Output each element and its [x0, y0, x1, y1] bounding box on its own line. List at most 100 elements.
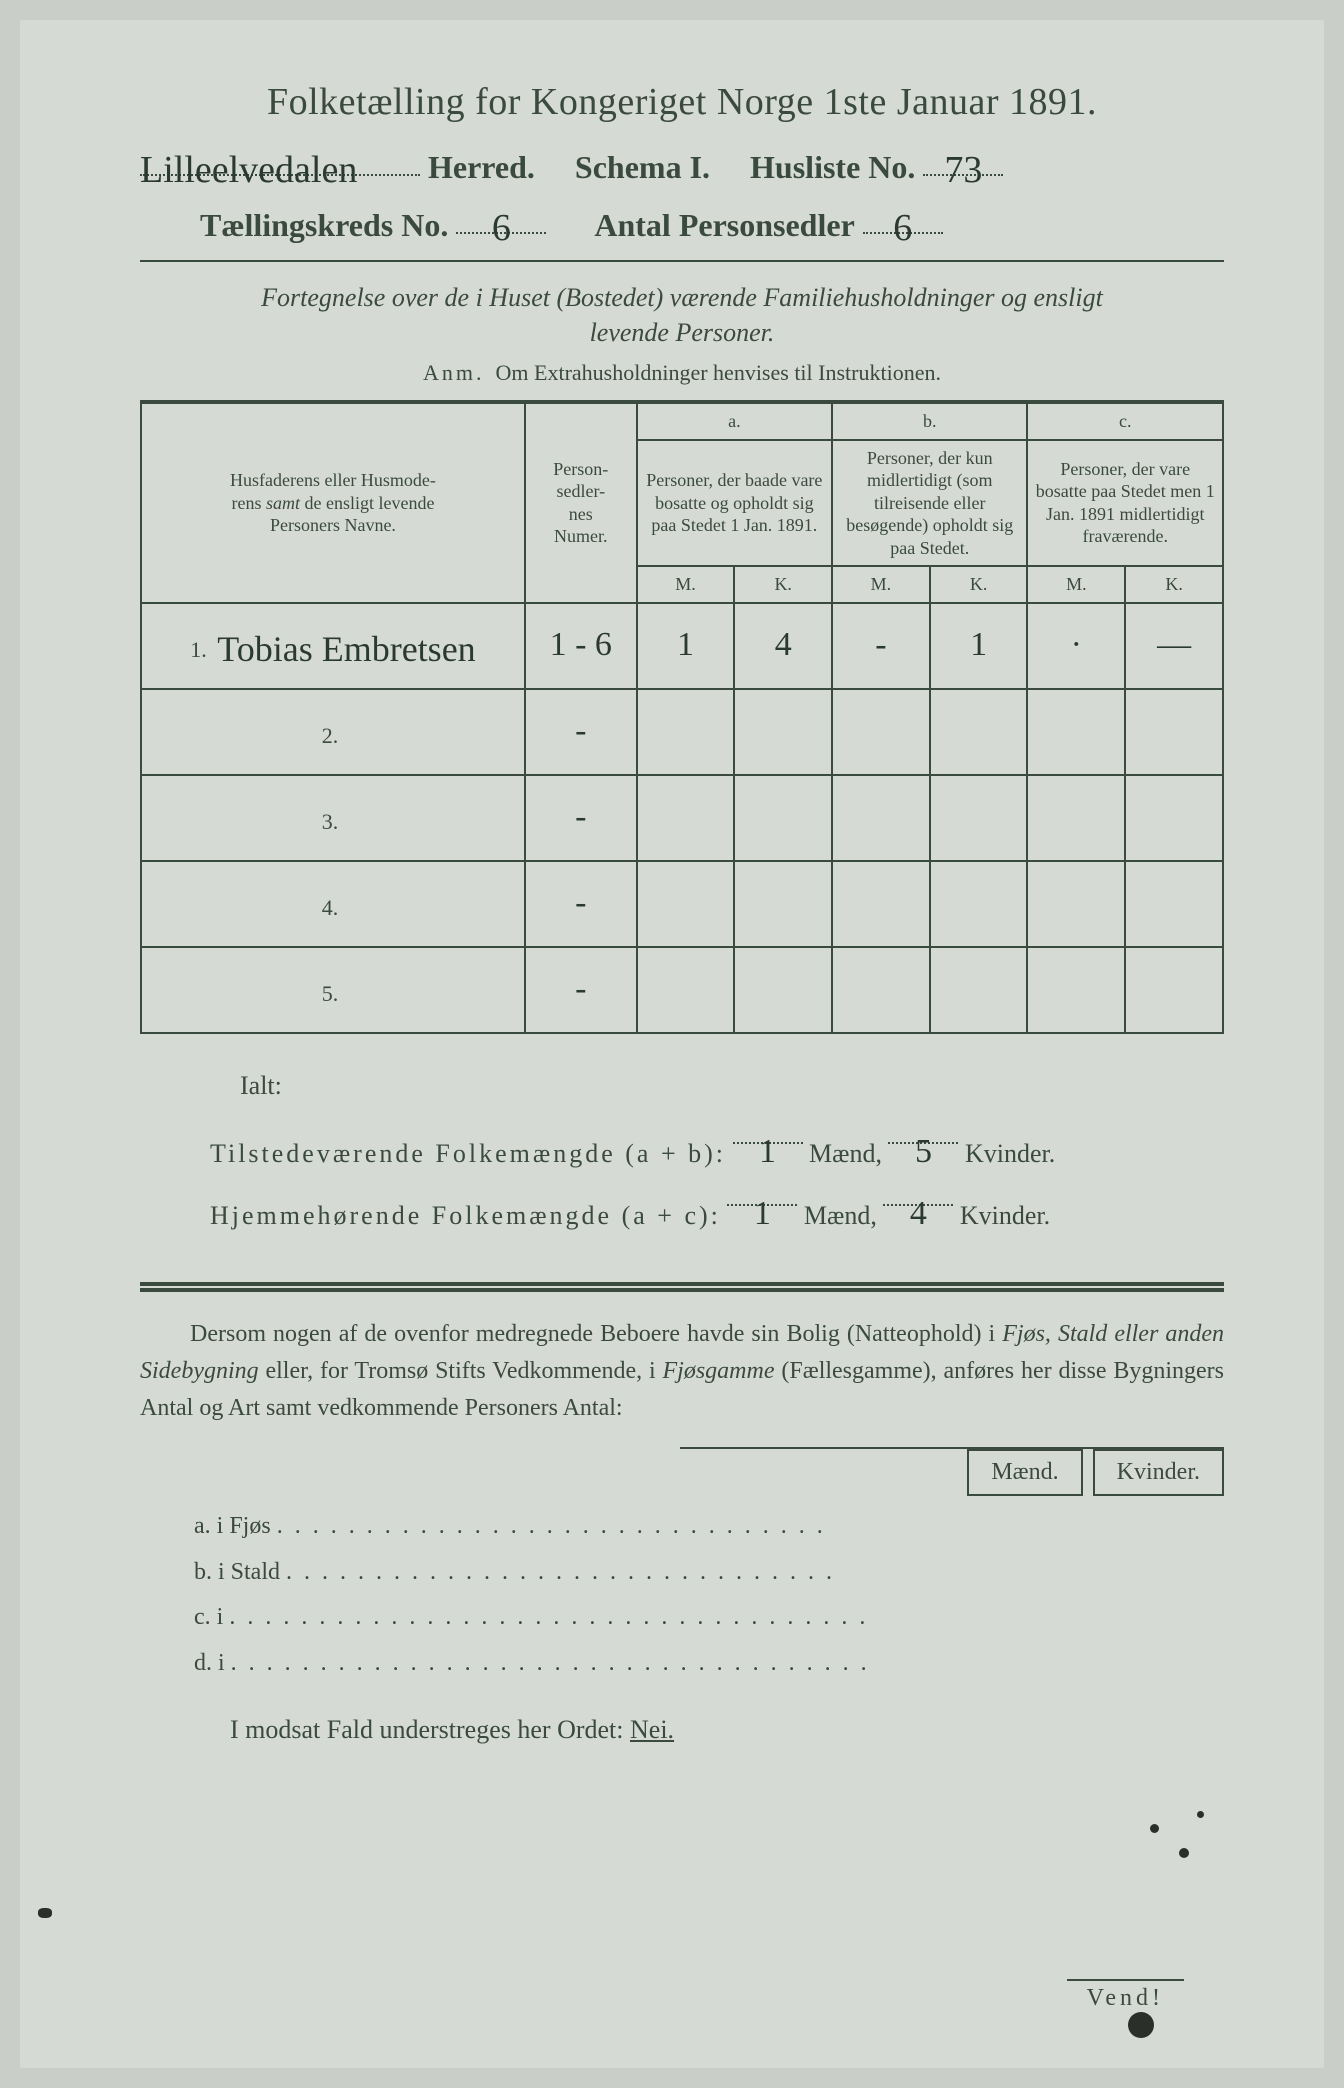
- divider-double: [140, 1282, 1224, 1292]
- table-row: 2. -: [141, 689, 1223, 775]
- row-b-k: [930, 947, 1028, 1033]
- row-num: -: [525, 861, 637, 947]
- row-a-k: [734, 689, 832, 775]
- page-title: Folketælling for Kongeriget Norge 1ste J…: [140, 80, 1224, 124]
- c-k: K.: [1125, 566, 1223, 603]
- census-form-page: Folketælling for Kongeriget Norge 1ste J…: [20, 20, 1324, 2068]
- group-c-label: c.: [1027, 402, 1223, 440]
- kvinder-label: Kvinder.: [965, 1139, 1055, 1168]
- mk-header-row: Mænd. Kvinder.: [680, 1447, 1224, 1496]
- side-c: c. i . . . . . . . . . . . . . . . . . .…: [194, 1595, 1224, 1641]
- row-c-m: [1027, 689, 1125, 775]
- vend-label: Vend!: [1087, 1979, 1164, 2012]
- summary-block: Ialt: Tilstedeværende Folkemængde (a + b…: [140, 1060, 1224, 1242]
- row-c-m: ·: [1027, 603, 1125, 689]
- ink-spot-icon: [1197, 1811, 1204, 1818]
- row-a-k: 4: [734, 603, 832, 689]
- side-building-para: Dersom nogen af de ovenfor medregnede Be…: [140, 1316, 1224, 1428]
- row-c-k: [1125, 861, 1223, 947]
- row-name-cell: 5.: [141, 947, 525, 1033]
- nei-line: I modsat Fald understreges her Ordet: Ne…: [230, 1715, 1224, 1745]
- row-c-k: —: [1125, 603, 1223, 689]
- header-row-1: Lilleelvedalen Herred. Schema I. Huslist…: [140, 144, 1224, 186]
- group-b-desc: Personer, der kun midlertidigt (som tilr…: [832, 440, 1027, 567]
- sum1-label: Tilstedeværende Folkemængde (a + b):: [210, 1139, 726, 1168]
- side-building-list: a. i Fjøs . . . . . . . . . . . . . . . …: [194, 1504, 1224, 1686]
- ink-spot-icon: [1128, 2012, 1154, 2038]
- maend-label-2: Mænd,: [804, 1201, 877, 1230]
- group-b-label: b.: [832, 402, 1027, 440]
- row-a-k: [734, 947, 832, 1033]
- row-b-k: [930, 689, 1028, 775]
- row-a-k: [734, 775, 832, 861]
- row-c-k: [1125, 689, 1223, 775]
- row-name-cell: 4.: [141, 861, 525, 947]
- row-num: 1 - 6: [525, 603, 637, 689]
- group-a-label: a.: [637, 402, 832, 440]
- row-b-m: [832, 689, 930, 775]
- table-row: 3. -: [141, 775, 1223, 861]
- col-num: Person-sedler-nesNumer.: [525, 402, 637, 603]
- row-a-m: [637, 775, 735, 861]
- census-table: Husfaderens eller Husmode-rens samt de e…: [140, 400, 1224, 1034]
- row-a-m: [637, 689, 735, 775]
- anm-text: Om Extrahusholdninger henvises til Instr…: [496, 360, 941, 385]
- a-k: K.: [734, 566, 832, 603]
- row-c-m: [1027, 861, 1125, 947]
- subtitle-line1: Fortegnelse over de i Huset (Bostedet) v…: [261, 283, 1103, 312]
- table-row: 5. -: [141, 947, 1223, 1033]
- husliste-value: 73: [944, 149, 982, 191]
- ialt-label: Ialt:: [240, 1060, 1224, 1112]
- group-a-desc: Personer, der baade vare bosatte og opho…: [637, 440, 832, 567]
- table-row: 4. -: [141, 861, 1223, 947]
- row-c-m: [1027, 775, 1125, 861]
- schema-label: Schema I.: [575, 149, 710, 185]
- subtitle: Fortegnelse over de i Huset (Bostedet) v…: [140, 280, 1224, 350]
- ink-spot-icon: [1150, 1824, 1159, 1833]
- anm-line: Anm. Om Extrahusholdninger henvises til …: [140, 360, 1224, 386]
- row-name-cell: 3.: [141, 775, 525, 861]
- a-m: M.: [637, 566, 735, 603]
- herred-value: Lilleelvedalen: [140, 149, 357, 191]
- row-a-m: 1: [637, 603, 735, 689]
- row-num: -: [525, 775, 637, 861]
- row-name-cell: 1. Tobias Embretsen: [141, 603, 525, 689]
- row-num: -: [525, 689, 637, 775]
- c-m: M.: [1027, 566, 1125, 603]
- row-b-m: [832, 775, 930, 861]
- table-row: 1. Tobias Embretsen1 - 614-1·—: [141, 603, 1223, 689]
- row-num: -: [525, 947, 637, 1033]
- maend-label: Mænd,: [809, 1139, 882, 1168]
- anm-label: Anm.: [423, 360, 485, 385]
- nei-text: I modsat Fald understreges her Ordet:: [230, 1715, 624, 1744]
- kvinder-label-2: Kvinder.: [960, 1201, 1050, 1230]
- divider: [140, 260, 1224, 262]
- row-c-m: [1027, 947, 1125, 1033]
- kreds-label: Tællingskreds No.: [200, 207, 448, 243]
- side-b: b. i Stald . . . . . . . . . . . . . . .…: [194, 1550, 1224, 1596]
- ink-spot-icon: [1179, 1848, 1189, 1858]
- summary-line-1: Tilstedeværende Folkemængde (a + b): 1 M…: [210, 1118, 1224, 1180]
- mk-kvinder: Kvinder.: [1093, 1449, 1224, 1496]
- row-c-k: [1125, 775, 1223, 861]
- side-a: a. i Fjøs . . . . . . . . . . . . . . . …: [194, 1504, 1224, 1550]
- row-b-m: [832, 947, 930, 1033]
- row-b-k: 1: [930, 603, 1028, 689]
- sum2-label: Hjemmehørende Folkemængde (a + c):: [210, 1201, 721, 1230]
- antal-label: Antal Personsedler: [594, 207, 854, 243]
- mk-maend: Mænd.: [967, 1449, 1082, 1496]
- sum2-m: 1: [754, 1195, 771, 1232]
- row-b-m: [832, 861, 930, 947]
- row-a-m: [637, 947, 735, 1033]
- row-c-k: [1125, 947, 1223, 1033]
- herred-label: Herred.: [428, 149, 535, 185]
- row-b-k: [930, 775, 1028, 861]
- kreds-value: 6: [492, 207, 511, 249]
- antal-value: 6: [893, 207, 912, 249]
- b-m: M.: [832, 566, 930, 603]
- side-d: d. i . . . . . . . . . . . . . . . . . .…: [194, 1641, 1224, 1687]
- row-a-k: [734, 861, 832, 947]
- header-row-2: Tællingskreds No. 6 Antal Personsedler 6: [140, 202, 1224, 244]
- b-k: K.: [930, 566, 1028, 603]
- husliste-label: Husliste No.: [750, 149, 915, 185]
